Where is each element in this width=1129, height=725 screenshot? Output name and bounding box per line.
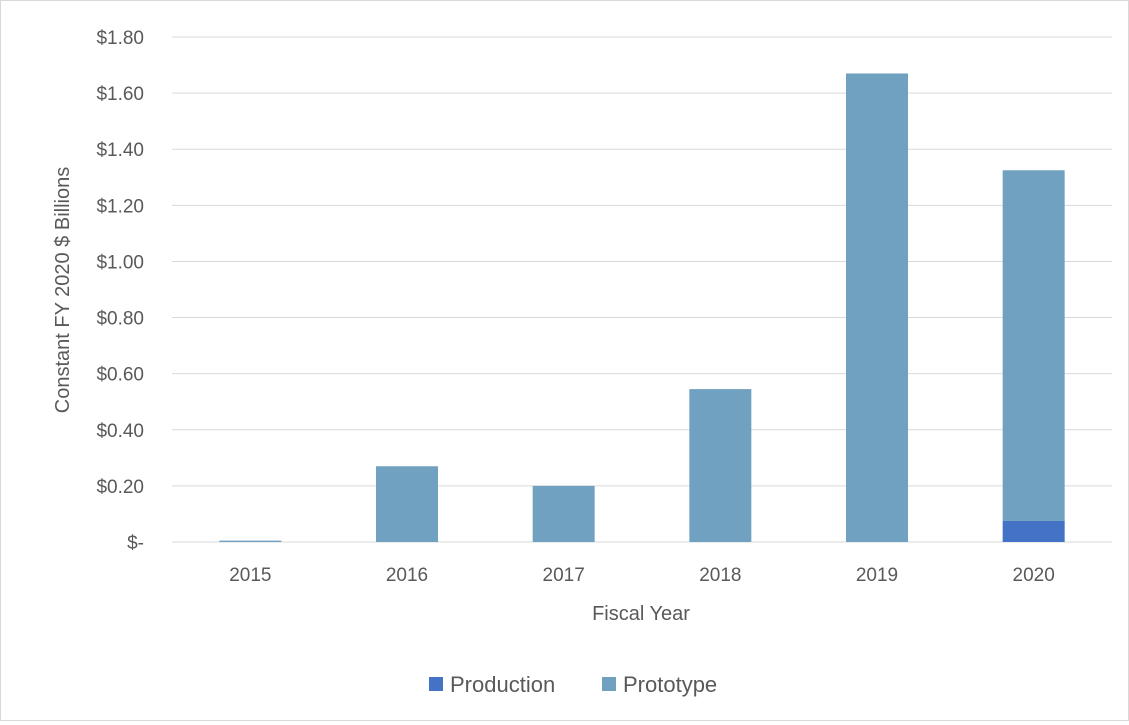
legend-label: Prototype bbox=[623, 672, 717, 697]
x-tick-label: 2017 bbox=[543, 565, 585, 586]
y-tick-label: $1.00 bbox=[96, 252, 144, 273]
y-tick-label: $1.20 bbox=[96, 196, 144, 217]
legend-item-prototype: Prototype bbox=[602, 672, 717, 697]
x-axis-title: Fiscal Year bbox=[592, 603, 690, 625]
x-tick-label: 2020 bbox=[1013, 565, 1055, 586]
y-tick-label: $0.20 bbox=[96, 477, 144, 498]
bar-prototype-2016 bbox=[376, 466, 438, 542]
legend-item-production: Production bbox=[429, 672, 555, 697]
x-tick-label: 2015 bbox=[229, 565, 271, 586]
bar-prototype-2018 bbox=[689, 389, 752, 542]
bar-prototype-2017 bbox=[532, 485, 595, 542]
y-tick-label: $1.80 bbox=[96, 28, 144, 49]
bar-prototype-2015 bbox=[219, 540, 282, 542]
y-axis-ticks: $- $0.20 $0.40 $0.60 $0.80 $1.00 $1.20 $1.40 $1.… bbox=[96, 28, 144, 554]
y-tick-label: $0.80 bbox=[96, 309, 144, 330]
gridlines bbox=[172, 36, 1112, 543]
bar-prototype-2020 bbox=[1002, 170, 1065, 521]
y-tick-label: $1.40 bbox=[96, 140, 144, 161]
y-axis-title: Constant FY 2020 $ Billions bbox=[52, 167, 74, 413]
legend-swatch bbox=[429, 677, 443, 691]
bar-production-2020 bbox=[1002, 520, 1065, 542]
bars bbox=[219, 73, 1065, 542]
x-tick-label: 2016 bbox=[386, 565, 428, 586]
x-tick-label: 2019 bbox=[856, 565, 898, 586]
y-tick-label: $1.60 bbox=[96, 84, 144, 105]
x-axis-ticks: 2015 2016 2017 2018 2019 2020 bbox=[229, 565, 1055, 586]
y-tick-label: $0.40 bbox=[96, 421, 144, 442]
legend: Production Prototype bbox=[429, 672, 717, 697]
legend-swatch bbox=[602, 677, 616, 691]
legend-label: Production bbox=[450, 672, 555, 697]
x-tick-label: 2018 bbox=[699, 565, 741, 586]
bar-prototype-2019 bbox=[846, 73, 908, 542]
y-tick-label: $- bbox=[127, 533, 144, 554]
y-tick-label: $0.60 bbox=[96, 365, 144, 386]
